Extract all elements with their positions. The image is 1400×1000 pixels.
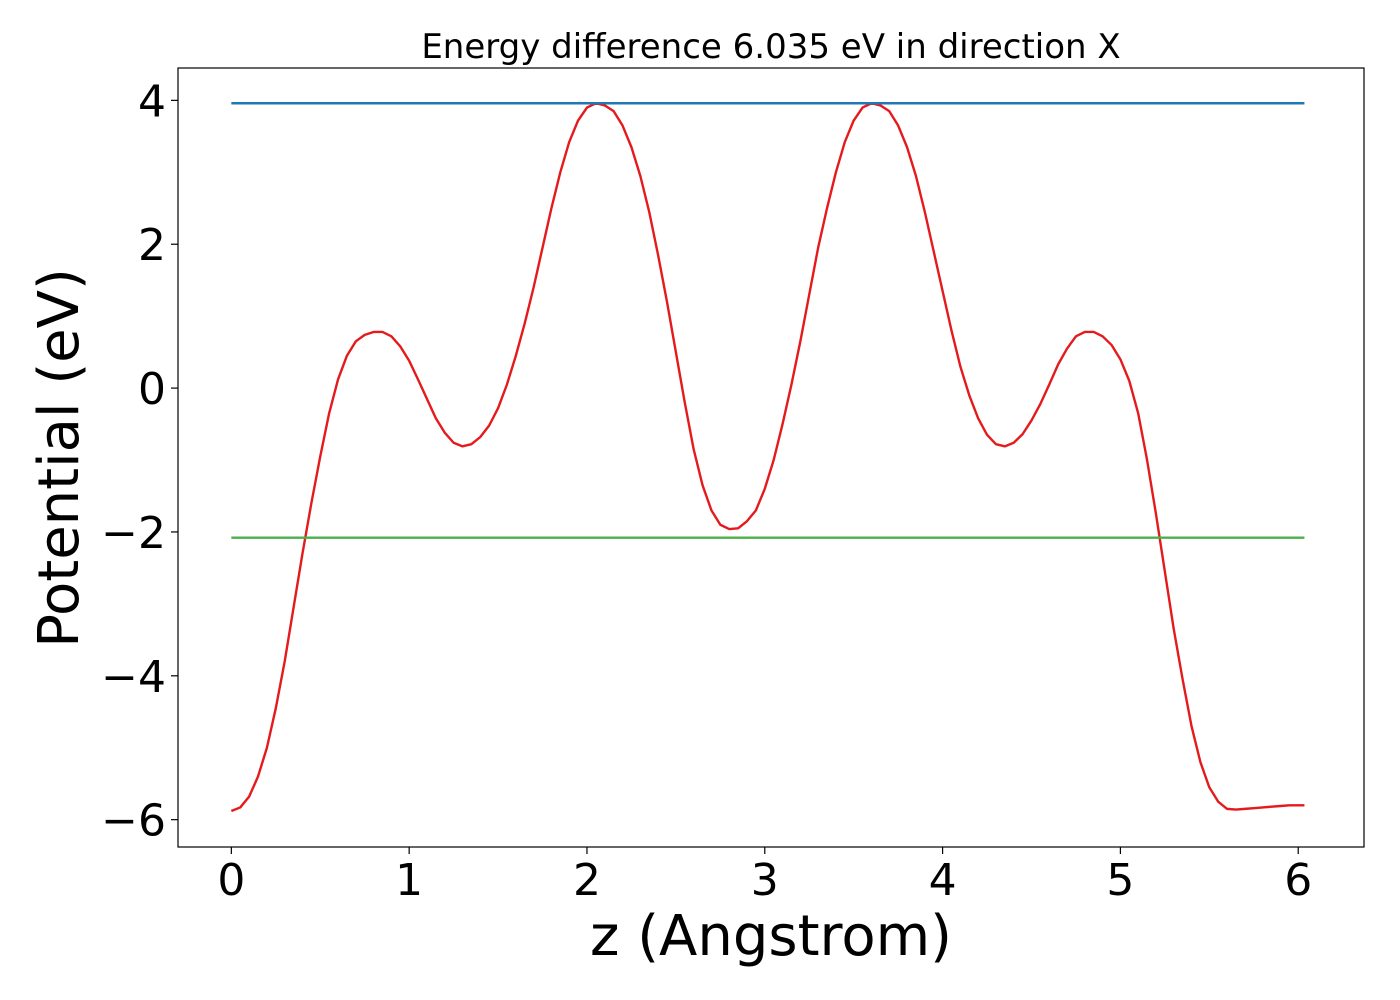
x-axis: 0 1 2 3 4 5 6 <box>217 847 1312 906</box>
chart-title: Energy difference 6.035 eV in direction … <box>421 27 1120 67</box>
x-tick-label: 5 <box>1106 855 1134 906</box>
y-tick-label: −2 <box>101 508 166 559</box>
x-axis-label: z (Angstrom) <box>590 904 952 969</box>
x-tick-label: 4 <box>929 855 957 906</box>
x-tick-label: 1 <box>395 855 423 906</box>
y-axis-label: Potential (eV) <box>27 268 92 648</box>
plot-frame <box>177 67 1365 848</box>
x-tick-label: 6 <box>1284 855 1312 906</box>
series-line-1 <box>230 102 1305 813</box>
y-tick-label: 0 <box>138 364 166 415</box>
y-axis: −6 −4 −2 0 2 4 <box>101 76 178 847</box>
series-layer <box>230 102 1305 813</box>
x-tick-label: 0 <box>217 855 245 906</box>
x-tick-label: 2 <box>573 855 601 906</box>
y-tick-label: 2 <box>138 220 166 271</box>
y-tick-label: −4 <box>101 652 166 703</box>
y-tick-label: −6 <box>101 796 166 847</box>
x-tick-label: 3 <box>751 855 779 906</box>
y-tick-label: 4 <box>138 76 166 127</box>
